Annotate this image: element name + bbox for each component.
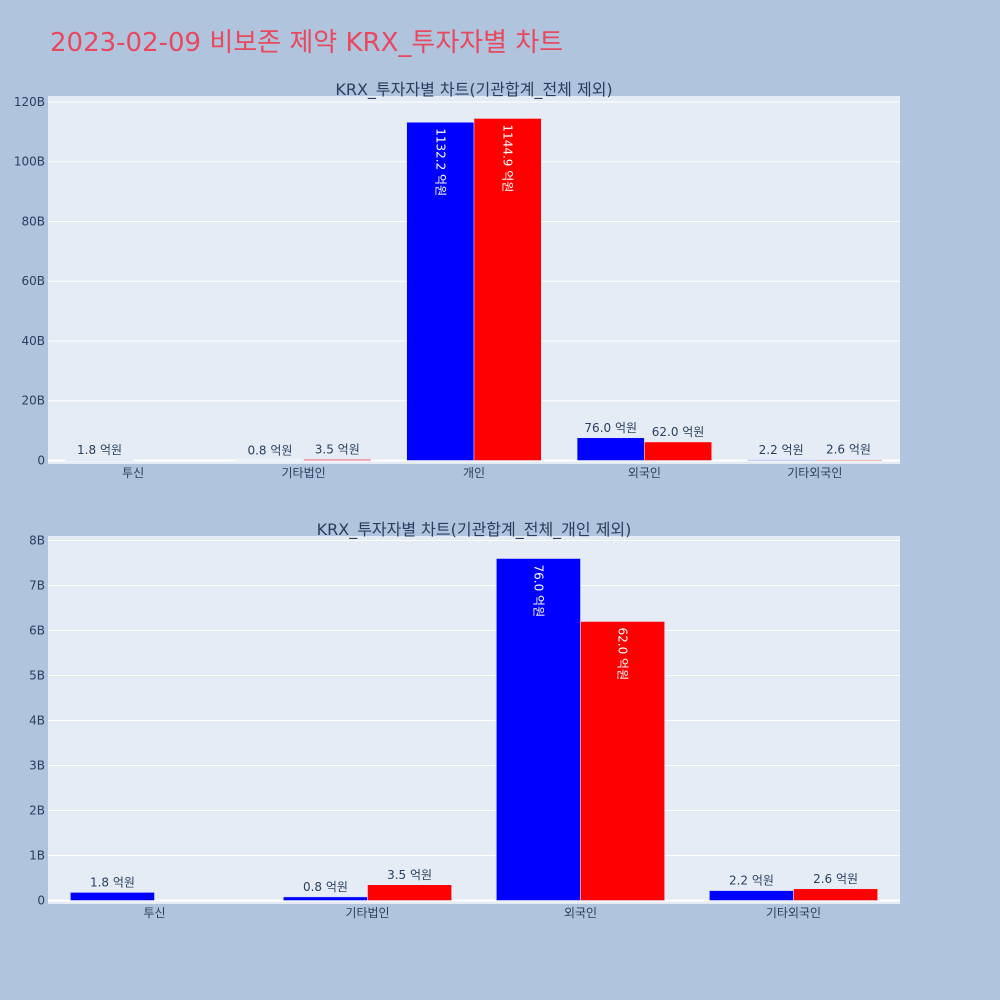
bar (65, 459, 134, 461)
x-tick-label: 투신 (122, 466, 144, 480)
bar-value-label: 62.0 억원 (616, 628, 630, 681)
bar-value-label: 76.0 억원 (584, 421, 637, 435)
bar-value-label: 1.8 억원 (77, 443, 122, 457)
bar-value-label: 76.0 억원 (531, 565, 545, 618)
y-tick-label: 40B (21, 334, 45, 348)
x-tick-label: 개인 (463, 466, 485, 480)
bar-value-label: 2.2 억원 (729, 874, 774, 888)
investor-chart-bottom: 0 1B 2B 3B 4B 5B 6B 7B 8B KRX_투자자별 차트(기관합계_전체_개인 … (29, 520, 900, 920)
bar (283, 896, 368, 901)
bar (747, 459, 816, 461)
x-tick-label: 기타법인 (345, 906, 389, 920)
bar-value-label: 1132.2 억원 (433, 128, 447, 196)
bar (303, 459, 372, 461)
chart-title: KRX_투자자별 차트(기관합계_전체 제외) (335, 80, 612, 100)
x-tick-label: 외국인 (564, 906, 597, 920)
bar-value-label: 0.8 억원 (303, 880, 348, 894)
bar-value-label: 62.0 억원 (652, 425, 705, 439)
y-tick-label: 1B (29, 849, 45, 863)
bar-value-label: 1144.9 억원 (501, 124, 515, 192)
bar (814, 459, 883, 461)
bar (70, 892, 155, 901)
y-tick-label: 6B (29, 624, 45, 638)
y-tick-label: 3B (29, 759, 45, 773)
y-tick-label: 120B (14, 95, 45, 109)
y-tick-label: 0 (37, 454, 45, 468)
bar (576, 437, 645, 461)
bar (644, 441, 712, 461)
bar-value-label: 1.8 억원 (90, 875, 135, 889)
y-tick-label: 60B (21, 274, 45, 288)
bar-value-label: 3.5 억원 (315, 442, 360, 456)
page-title: 2023-02-09 비보존 제약 KRX_투자자별 차트 (50, 28, 564, 58)
y-tick-label: 7B (29, 579, 45, 593)
y-tick-label: 0 (37, 894, 45, 908)
x-tick-label: 기타법인 (282, 466, 326, 480)
bar (367, 884, 452, 901)
y-tick-label: 80B (21, 214, 45, 228)
chart-title: KRX_투자자별 차트(기관합계_전체_개인 제외) (317, 520, 632, 540)
bar-value-label: 2.2 억원 (759, 443, 804, 457)
bar (580, 621, 665, 901)
bar-value-label: 2.6 억원 (813, 872, 858, 886)
bar (496, 558, 581, 901)
investor-chart-top: 0 20B 40B 60B 80B 100B 120B KRX_투자자별 차트(기관합계_전체… (14, 80, 900, 480)
bar-value-label: 3.5 억원 (387, 868, 432, 882)
bar (709, 890, 794, 901)
x-tick-label: 기타외국인 (787, 466, 842, 480)
bar (793, 888, 878, 901)
y-tick-label: 20B (21, 394, 45, 408)
bar-value-label: 2.6 억원 (826, 443, 871, 457)
y-tick-label: 100B (14, 155, 45, 169)
x-tick-label: 투신 (143, 906, 165, 920)
bar (473, 118, 542, 461)
y-tick-label: 8B (29, 534, 45, 548)
x-tick-label: 외국인 (628, 466, 661, 480)
y-tick-label: 4B (29, 714, 45, 728)
bar (406, 121, 475, 461)
y-tick-label: 2B (29, 804, 45, 818)
y-tick-label: 5B (29, 669, 45, 683)
x-tick-label: 기타외국인 (766, 906, 821, 920)
bar-value-label: 0.8 억원 (247, 443, 292, 457)
